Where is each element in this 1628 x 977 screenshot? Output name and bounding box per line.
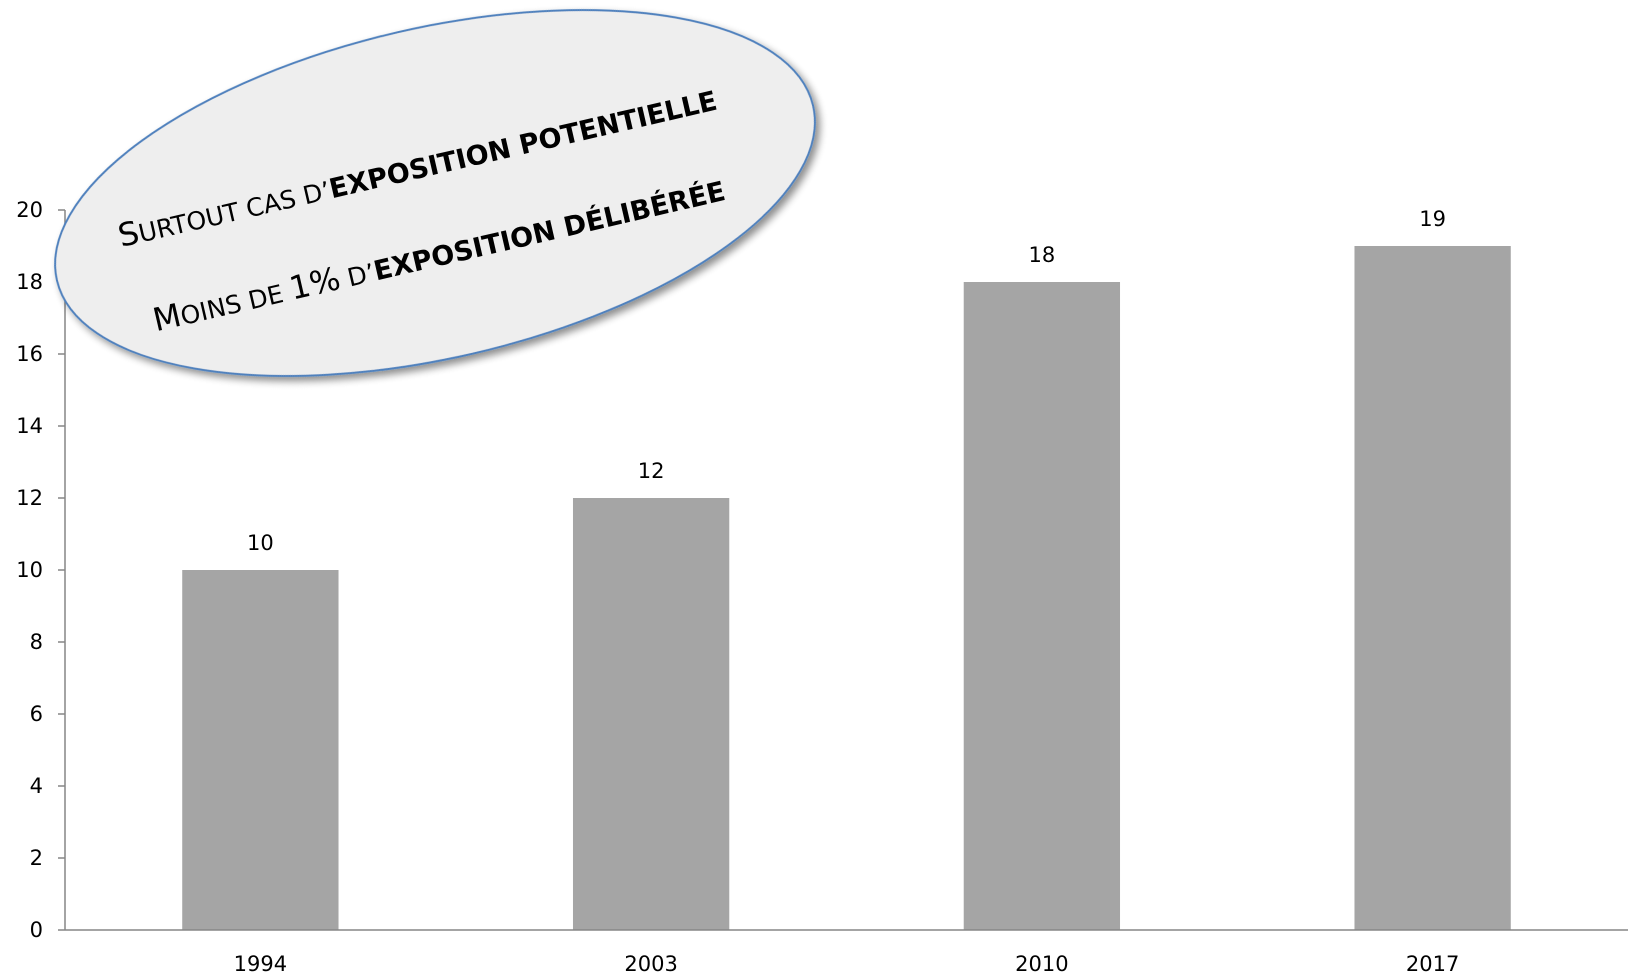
bar-2003 (572, 498, 730, 930)
y-tick-label: 16 (16, 342, 43, 366)
callout-ellipse: SURTOUT CAS D’EXPOSITION POTENTIELLE MOI… (54, 9, 816, 377)
y-tick-label: 12 (16, 486, 43, 510)
y-tick-label: 20 (16, 198, 43, 222)
data-label-2017: 19 (1419, 207, 1446, 231)
x-axis-ticks: 1994 2003 2010 2017 (234, 952, 1460, 976)
y-tick-label: 14 (16, 414, 43, 438)
data-label-2003: 12 (638, 459, 665, 483)
y-tick-label: 6 (30, 702, 43, 726)
data-label-2010: 18 (1029, 243, 1056, 267)
y-tick-label: 4 (30, 774, 43, 798)
bar-2010 (963, 282, 1121, 930)
y-tick-label: 18 (16, 270, 43, 294)
data-labels: 10 12 18 19 (247, 207, 1446, 555)
bars (182, 246, 1511, 930)
x-tick-label-2003: 2003 (624, 952, 677, 976)
y-tick-label: 10 (16, 558, 43, 582)
bar-1994 (182, 570, 339, 930)
data-label-1994: 10 (247, 531, 274, 555)
x-tick-label-2017: 2017 (1406, 952, 1459, 976)
y-axis-ticks: 0 2 4 6 8 10 12 14 16 18 20 (16, 198, 65, 942)
bar-2017 (1354, 246, 1511, 930)
x-tick-label-2010: 2010 (1015, 952, 1068, 976)
plot-area: 0 2 4 6 8 10 12 14 16 18 20 10 12 18 19 1994 2003 2010 2… (16, 198, 1628, 976)
x-tick-label-1994: 1994 (234, 952, 287, 976)
callout-shape (54, 9, 816, 377)
y-tick-label: 2 (30, 846, 43, 870)
y-tick-label: 8 (30, 630, 43, 654)
y-tick-label: 0 (30, 918, 43, 942)
